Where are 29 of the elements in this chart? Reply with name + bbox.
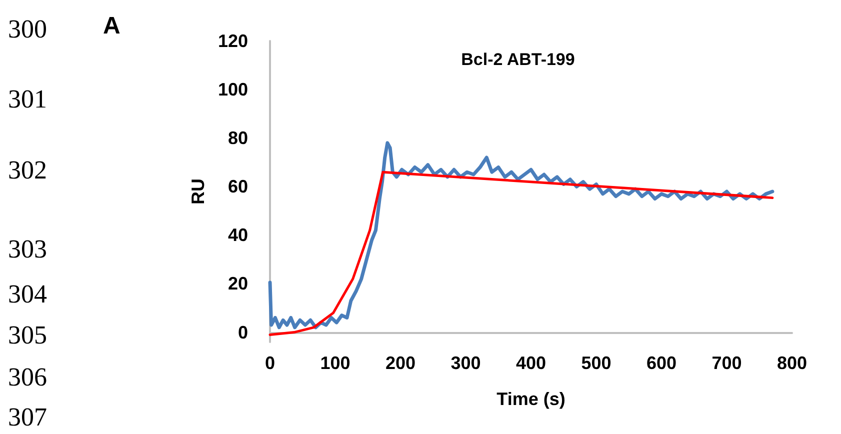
y-tick-label: 0	[238, 322, 248, 342]
x-tick-label: 800	[776, 353, 808, 373]
text: 305	[8, 320, 47, 350]
x-axis-title: Time (s)	[496, 389, 566, 409]
x-tick-label: 400	[516, 353, 546, 373]
y-tick-label: 120	[218, 31, 248, 51]
x-tick-label: 600	[646, 353, 677, 373]
text: 306	[8, 362, 47, 392]
x-tick-label: 300	[450, 353, 481, 373]
line-series	[268, 170, 774, 336]
text: 307	[8, 402, 47, 432]
y-axis-title: RU	[188, 178, 208, 204]
text: Bcl-2 ABT-199	[461, 50, 575, 69]
text: 304	[8, 280, 47, 308]
x-tick-label: 500	[581, 353, 612, 373]
text: A	[103, 12, 120, 40]
x-tick-label: 700	[712, 353, 742, 373]
text: 303	[8, 234, 47, 264]
text: 301	[8, 84, 47, 114]
text: 302	[8, 156, 47, 184]
y-tick-label: 60	[228, 176, 248, 197]
x-tick-label: 0	[264, 353, 276, 373]
y-tick-label: 80	[228, 128, 248, 148]
y-tick-label: 20	[228, 274, 248, 294]
x-tick-label: 100	[320, 353, 350, 373]
y-tick-label: 100	[218, 80, 248, 100]
x-tick-label: 200	[385, 353, 416, 373]
y-tick-label: 40	[228, 225, 248, 246]
text: 300	[8, 14, 47, 44]
